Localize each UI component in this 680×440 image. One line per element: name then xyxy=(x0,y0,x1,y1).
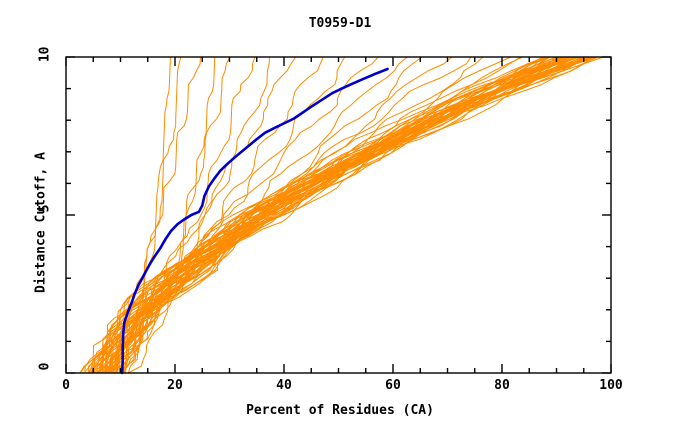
background-curve xyxy=(98,56,577,374)
highlighted-curve xyxy=(120,67,389,375)
x-tick-label-80: 80 xyxy=(494,378,510,393)
x-tick-label-40: 40 xyxy=(276,378,292,393)
background-curve xyxy=(113,56,231,374)
background-curve xyxy=(102,56,423,374)
background-curve xyxy=(93,56,569,374)
x-axis-label: Percent of Residues (CA) xyxy=(246,403,434,418)
background-curve xyxy=(96,56,593,374)
background-curve xyxy=(84,56,543,374)
background-curve xyxy=(127,56,216,374)
background-curve xyxy=(100,56,570,374)
y-tick-label-10: 10 xyxy=(37,46,53,63)
background-curve xyxy=(79,56,580,374)
background-curve xyxy=(112,56,557,374)
background-curve xyxy=(104,56,270,374)
x-tick-label-0: 0 xyxy=(62,378,70,393)
background-curve xyxy=(92,56,592,374)
background-curve xyxy=(111,56,585,374)
background-curve xyxy=(101,56,577,374)
background-curve xyxy=(123,56,598,374)
background-curve xyxy=(100,56,453,374)
page-title: T0959-D1 xyxy=(308,16,372,31)
background-curve xyxy=(106,56,472,374)
background-curve xyxy=(117,56,551,374)
background-curve xyxy=(105,56,182,374)
background-curve xyxy=(105,56,256,374)
y-tick-label-0: 0 xyxy=(37,362,53,371)
background-curve xyxy=(101,56,576,374)
background-curve xyxy=(89,56,574,374)
background-curve xyxy=(108,56,592,374)
x-tick-label-20: 20 xyxy=(167,378,183,393)
curves-layer xyxy=(79,56,604,375)
background-curve xyxy=(114,56,604,374)
background-curve xyxy=(89,56,201,374)
background-curve xyxy=(97,56,379,374)
y-tick-label-5: 5 xyxy=(37,204,53,213)
background-curve xyxy=(121,56,565,374)
background-curve xyxy=(105,56,568,374)
background-curve xyxy=(105,56,585,374)
x-tick-label-60: 60 xyxy=(385,378,401,393)
background-curve xyxy=(100,56,579,374)
background-curve xyxy=(105,56,562,374)
background-curve xyxy=(115,56,571,374)
background-curve xyxy=(108,56,512,374)
background-curve xyxy=(104,56,560,374)
x-tick-label-100: 100 xyxy=(599,378,623,393)
background-curve xyxy=(104,56,171,374)
background-curve xyxy=(87,56,521,374)
axis-frame xyxy=(65,56,612,374)
